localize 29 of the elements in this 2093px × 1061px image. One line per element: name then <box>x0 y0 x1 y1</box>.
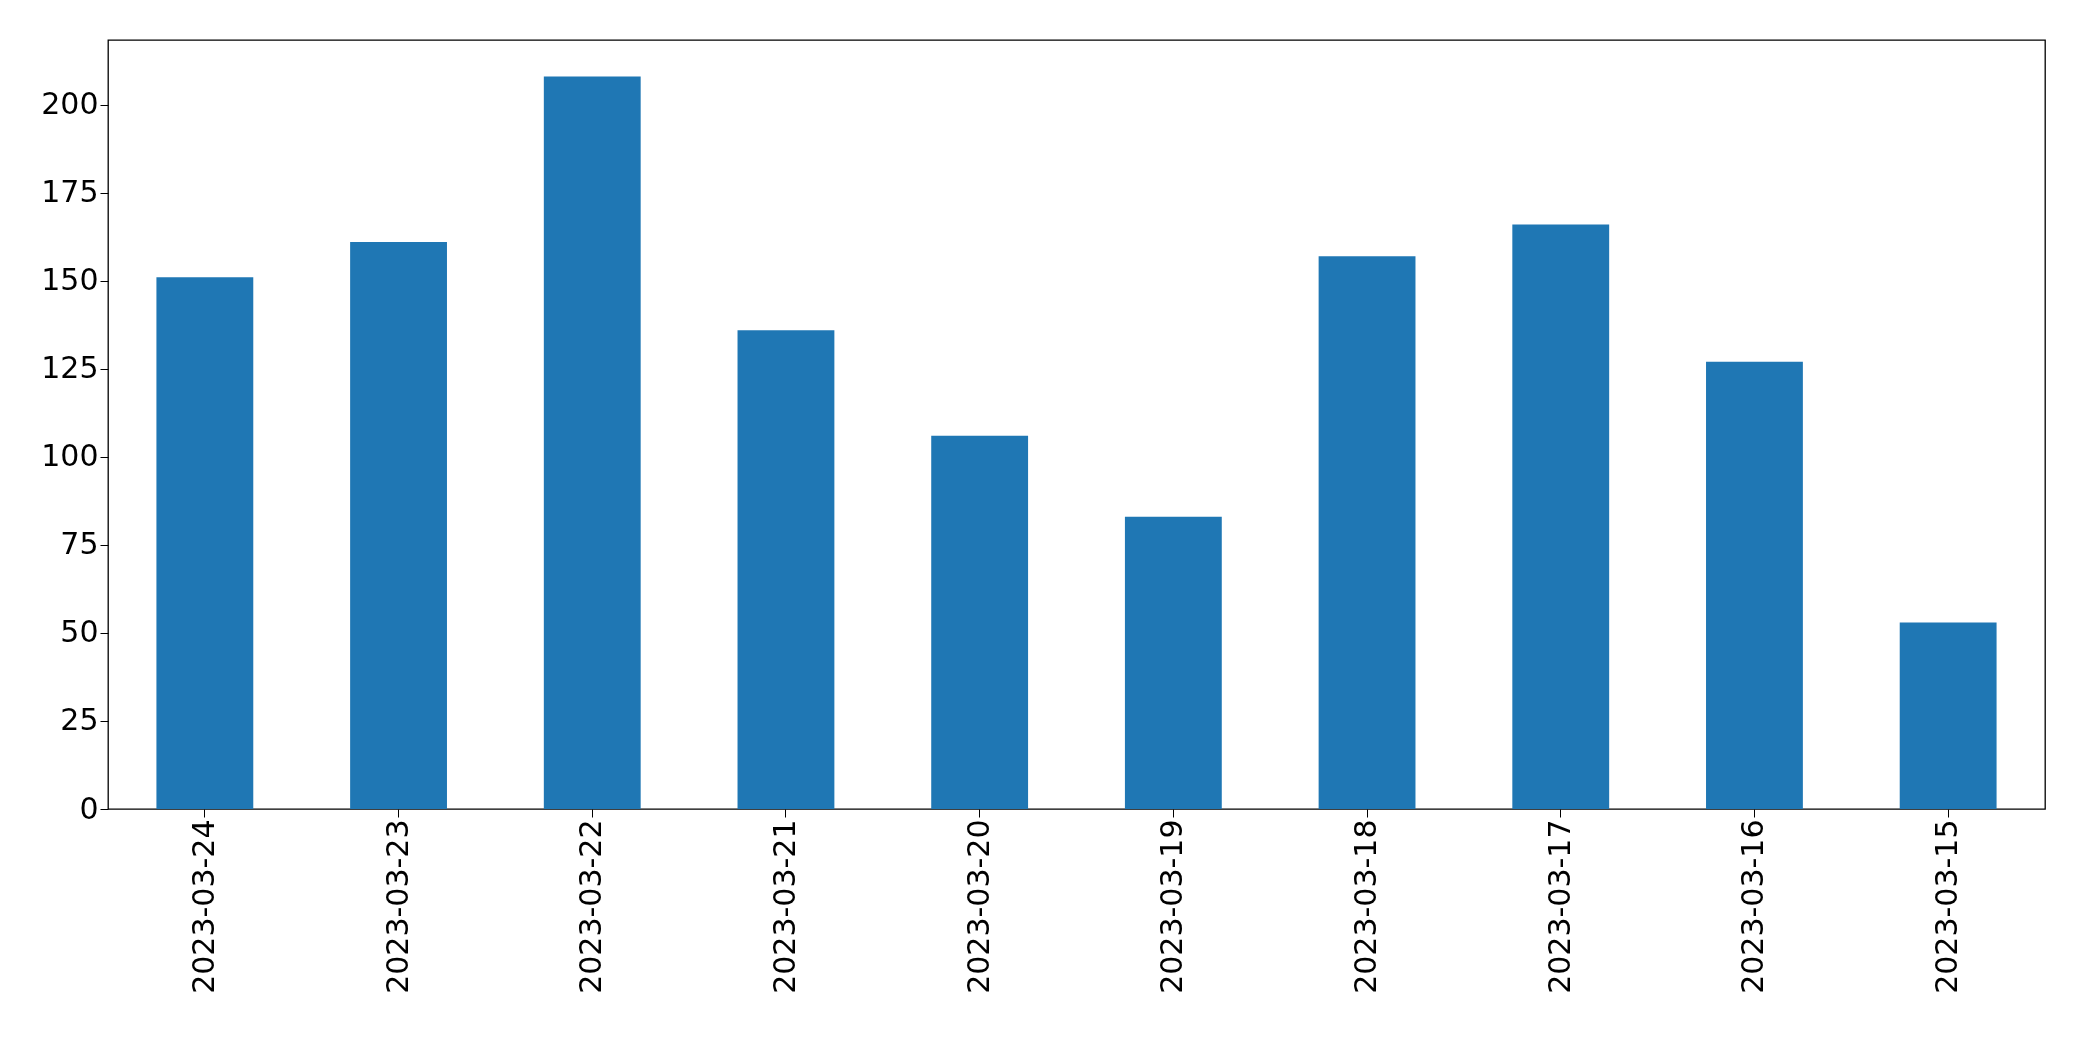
y-tick-label: 0 <box>79 790 99 826</box>
y-tick-label: 25 <box>60 702 99 738</box>
y-tick-label: 50 <box>60 614 99 650</box>
y-tick-label: 100 <box>41 438 99 474</box>
y-tick-label: 200 <box>41 86 99 122</box>
x-tick-label: 2023-03-18 <box>1348 819 1384 994</box>
bar <box>1706 361 1803 809</box>
bar <box>543 76 641 809</box>
bar <box>156 277 254 809</box>
bar <box>931 435 1029 809</box>
x-tick-label: 2023-03-24 <box>185 819 221 994</box>
x-tick-label: 2023-03-22 <box>573 819 609 994</box>
x-tick-label: 2023-03-17 <box>1541 819 1577 994</box>
x-tick-label: 2023-03-15 <box>1929 819 1965 994</box>
x-tick-label: 2023-03-19 <box>1154 819 1190 994</box>
y-tick-label: 150 <box>41 262 99 298</box>
bar <box>1512 224 1610 809</box>
bar <box>1899 622 1997 809</box>
y-tick-label: 175 <box>41 174 99 210</box>
bar <box>350 242 447 809</box>
y-tick-label: 75 <box>60 526 99 562</box>
bar <box>1124 516 1222 809</box>
bar <box>1318 256 1416 809</box>
x-tick-label: 2023-03-20 <box>960 819 996 994</box>
x-tick-label: 2023-03-23 <box>379 819 415 994</box>
x-tick-label: 2023-03-16 <box>1735 819 1771 994</box>
y-tick-label: 125 <box>41 350 99 386</box>
bar <box>737 330 835 809</box>
x-tick-label: 2023-03-21 <box>766 819 802 994</box>
